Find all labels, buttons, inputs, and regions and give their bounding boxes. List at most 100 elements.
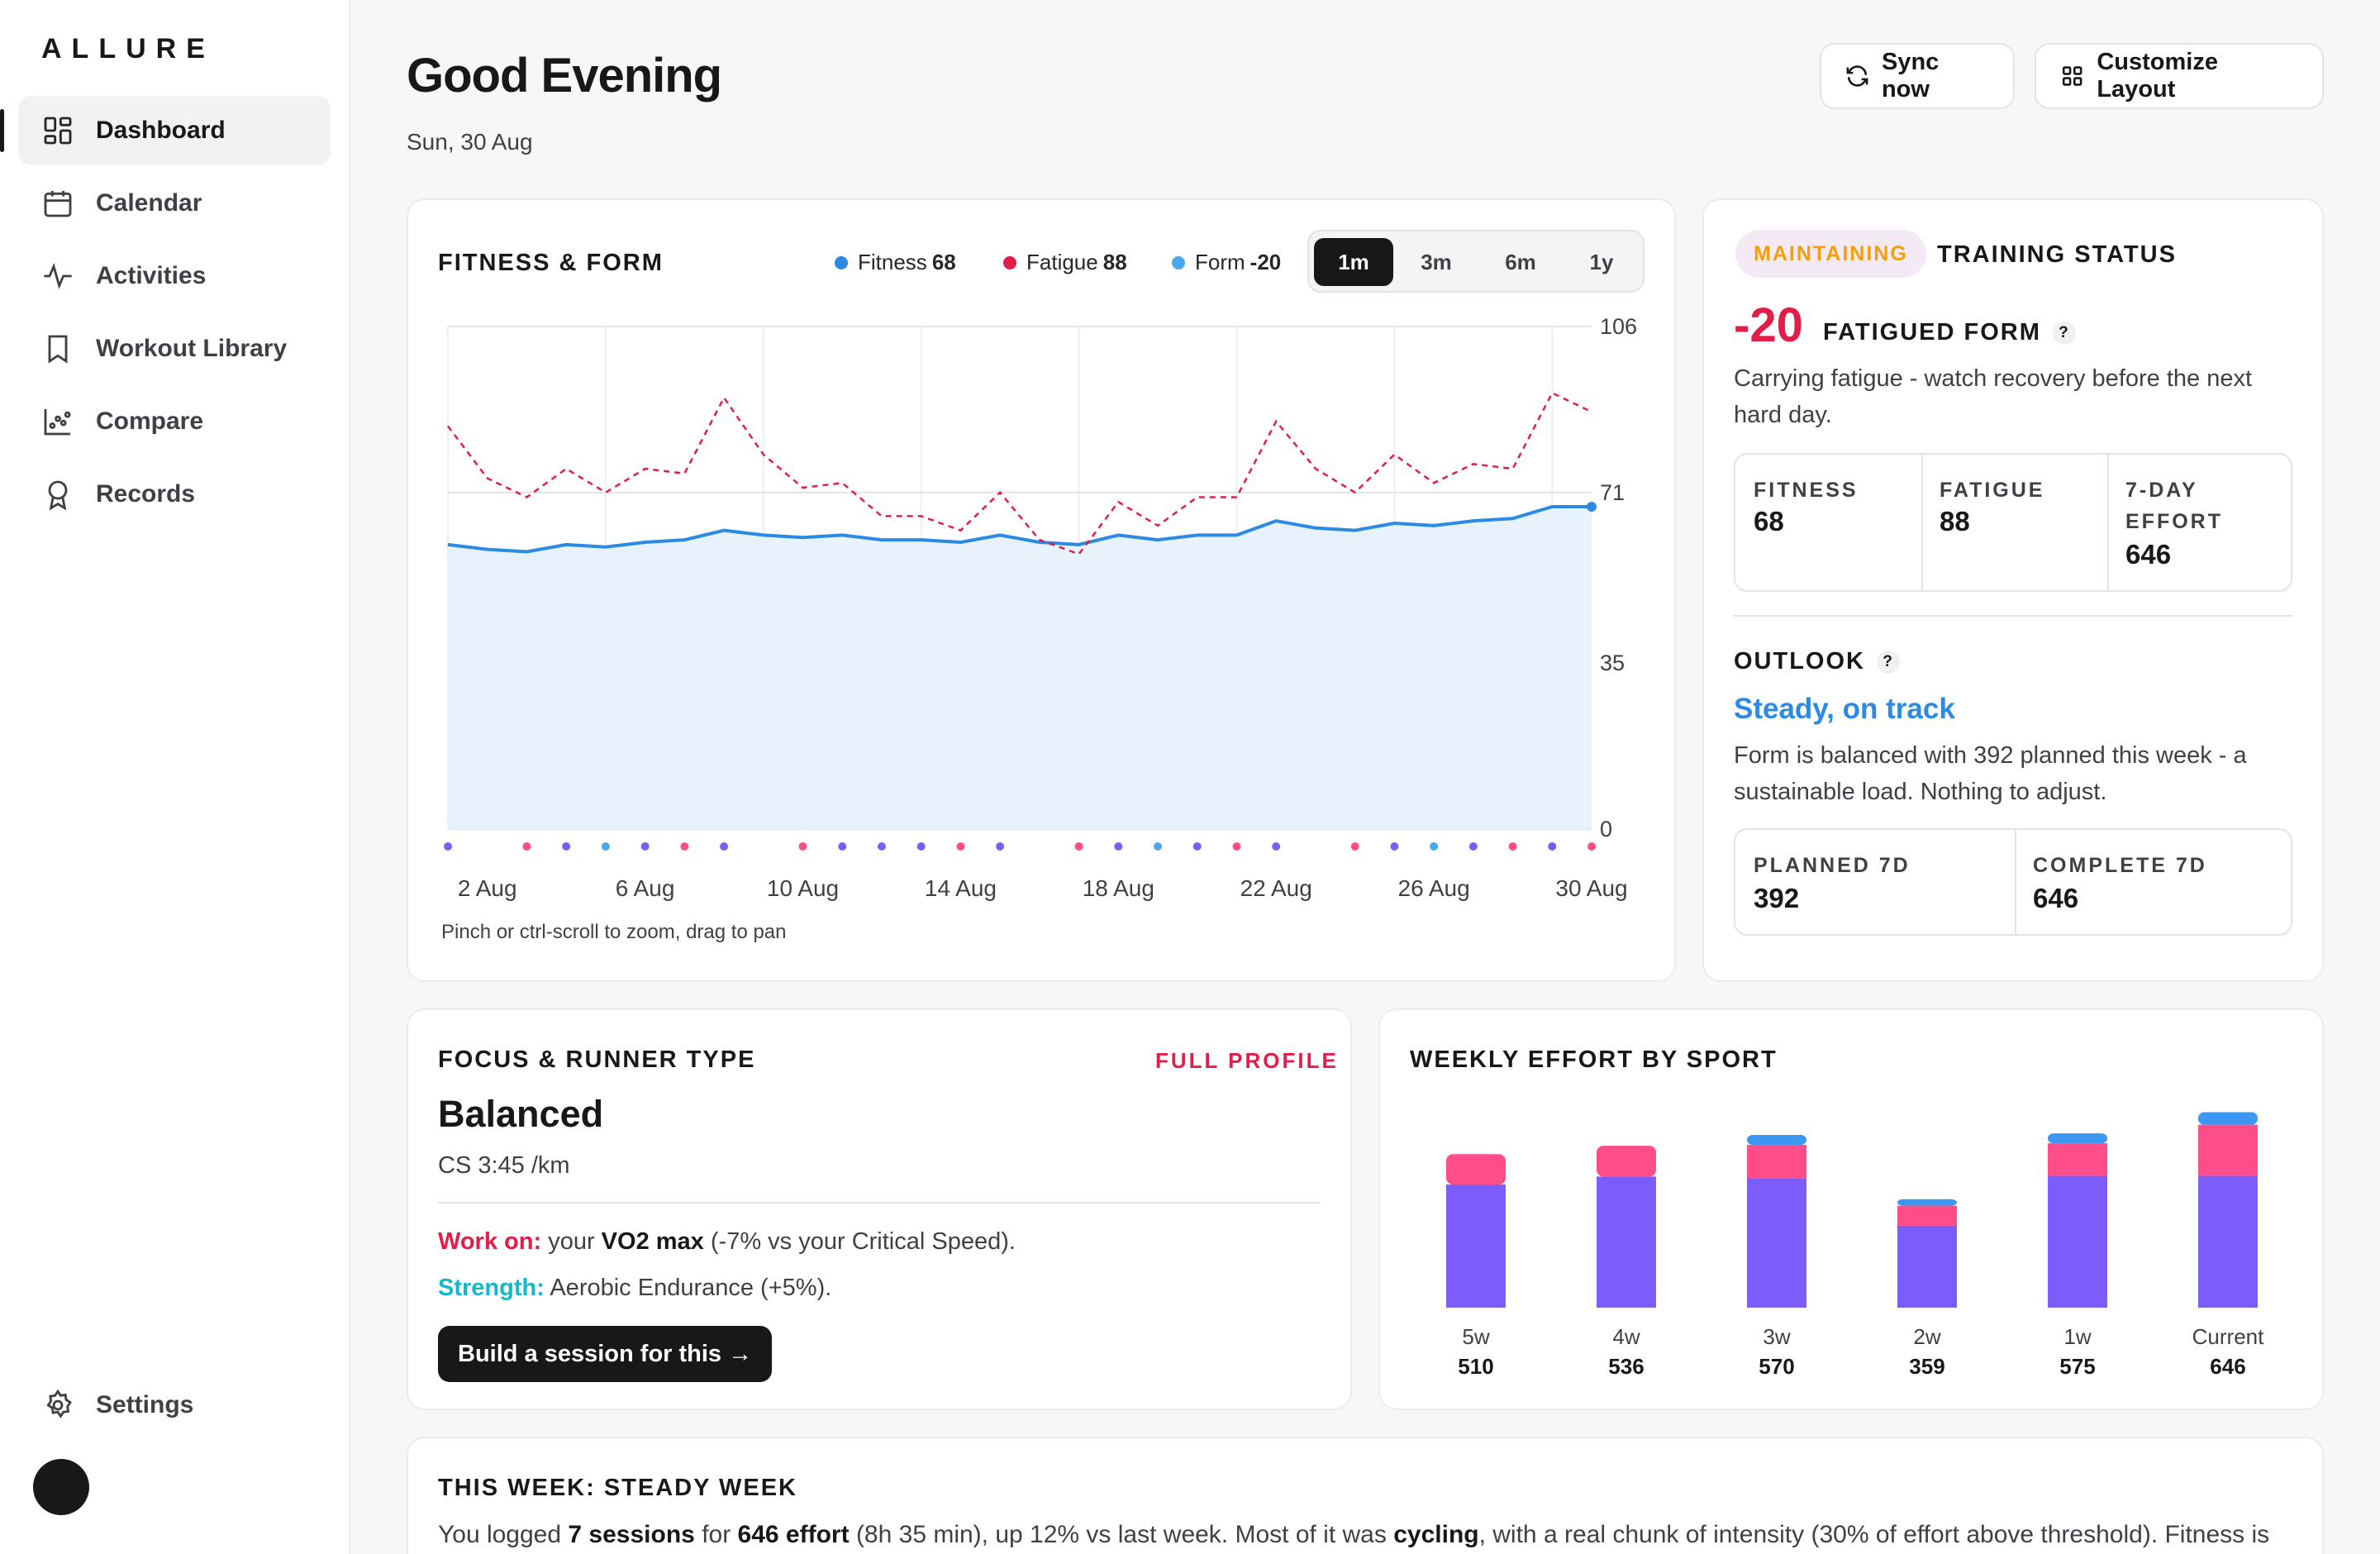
range-6m-button[interactable]: 6m [1505,249,1536,274]
x-tick-label: 10 Aug [767,875,839,901]
this-week-card [407,1437,2324,1554]
outlook-stats: PLANNED 7D 392 COMPLETE 7D 646 [1734,828,2292,936]
activity-dot [1587,842,1596,851]
summary-text: You logged [438,1521,562,1548]
legend-dot [1172,255,1185,269]
chart-hint: Pinch or ctrl-scroll to zoom, drag to pa… [441,921,787,943]
training-status-title: TRAINING STATUS [1937,241,2177,268]
outlook-description-line: Form is balanced with 392 planned this w… [1734,742,2247,769]
sidebar-item-label: Compare [96,408,204,435]
sidebar-item-activities[interactable]: Activities [18,241,331,311]
activity-icon [41,260,74,293]
legend-value: -20 [1250,250,1282,274]
activity-dot [877,842,886,851]
sidebar-item-dashboard[interactable]: Dashboard [0,96,331,165]
stat-value: 646 [2125,539,2172,570]
activity-dot [522,842,531,851]
build-session-button[interactable]: Build a session for this → [438,1326,773,1382]
activity-dot [996,842,1005,851]
status-description: Carrying fatigue - watch recovery before… [1734,360,2252,433]
full-profile-link[interactable]: FULL PROFILE [1155,1048,1339,1073]
bar-value: 646 [2210,1354,2245,1379]
stat-divider [2107,455,2109,590]
sidebar-item-records[interactable]: Records [18,460,331,529]
fitness-form-title: FITNESS & FORM [438,250,664,276]
range-1y-button[interactable]: 1y [1589,249,1614,274]
outlook-status: Steady, on track [1734,693,1955,725]
x-tick-label: 26 Aug [1398,875,1470,901]
customize-layout-button[interactable]: Customize Layout [2035,43,2324,109]
work-on-detail: (-7% vs your Critical Speed). [710,1228,1016,1255]
scatter-icon [41,405,74,438]
stat-label: 7-DAY EFFORT [2125,474,2223,537]
this-week-summary: You logged 7 sessions for 646 effort (8h… [438,1521,2269,1549]
legend-value: 88 [1102,250,1127,274]
this-week-title: THIS WEEK: STEADY WEEK [438,1475,797,1501]
sidebar-item-workout-library[interactable]: Workout Library [18,314,331,384]
legend-form[interactable]: Form -20 [1172,250,1281,275]
bar-label: 3w [1763,1324,1790,1349]
dashboard-icon [41,114,74,147]
stat-value: 68 [1754,506,1784,536]
form-value: -20 [1734,298,1803,352]
legend-fitness[interactable]: Fitness 68 [835,250,956,275]
bar-label: 1w [2063,1324,2091,1349]
stat-fatigue: FATIGUE 88 [1921,455,2107,590]
summary-text: , with a real chunk of intensity (30% of… [1478,1521,2270,1548]
activity-dot [720,842,729,851]
help-icon[interactable]: ? [1877,651,1900,675]
stat-label-line: 7-DAY [2125,479,2198,502]
legend-dot [835,255,848,269]
avatar[interactable] [33,1459,89,1515]
help-icon[interactable]: ? [2052,322,2076,346]
stat-label-line: EFFORT [2125,510,2223,533]
x-tick-label: 14 Aug [925,875,997,901]
x-tick-label: 18 Aug [1083,875,1154,901]
section-divider [438,1202,1321,1204]
sidebar-item-compare[interactable]: Compare [18,387,331,456]
activity-dot [1390,842,1399,851]
fitness-series-line [447,504,1592,554]
fatigue-series-line [447,391,1592,555]
bar-label: Current [2192,1324,2264,1349]
sidebar-item-label: Calendar [96,189,202,217]
range-selector: 1m 3m 6m 1y [1307,230,1645,293]
sync-now-button[interactable]: Sync now [1820,43,2015,109]
range-3m-button[interactable]: 3m [1421,249,1452,274]
app-logo[interactable]: ALLURE [41,33,215,64]
status-badge: MAINTAINING [1735,230,1926,278]
activity-dot [798,842,807,851]
y-tick-label: 71 [1600,480,1625,505]
stat-label: COMPLETE 7D [2033,854,2207,877]
sidebar-item-label: Settings [96,1391,194,1418]
activity-dot [1114,842,1123,851]
work-on-text: your [548,1228,595,1255]
stat-value: 646 [2033,883,2079,913]
sync-now-label: Sync now [1881,49,1940,102]
x-tick-label: 6 Aug [616,875,675,901]
bar-label: 2w [1913,1324,1940,1349]
work-on-label: Work on: [438,1228,542,1255]
activity-dot [1272,842,1281,851]
bar-segment-pink [1747,1145,1806,1179]
activity-dot [562,842,571,851]
stat-label: PLANNED 7D [1754,854,1911,877]
range-1m-button[interactable]: 1m [1314,238,1393,286]
stat-fitness: FITNESS 68 [1735,455,1921,590]
sidebar-item-settings[interactable]: Settings [18,1370,331,1440]
award-icon [41,478,74,511]
bar-segment-purple [2198,1175,2258,1308]
activity-dot [1468,842,1478,851]
bar-segment-blue [1747,1135,1806,1146]
stat-value: 88 [1940,506,1970,536]
work-on-metric: VO2 max [601,1228,704,1255]
fitness-form-chart[interactable]: 106 71 35 0 2 Aug 6 Aug 10 Aug 14 Aug 18 Aug 22 A… [0,0,2380,959]
fitness-area [448,506,1592,829]
bar-value: 536 [1608,1354,1644,1379]
grid-icon [2062,66,2082,86]
sidebar-item-calendar[interactable]: Calendar [18,169,331,238]
legend-label: Form [1195,250,1245,274]
x-tick-label: 2 Aug [458,875,517,901]
legend-fatigue[interactable]: Fatigue 88 [1003,250,1127,275]
status-stats: FITNESS 68 FATIGUE 88 7-DAY EFFORT 646 [1734,453,2292,592]
